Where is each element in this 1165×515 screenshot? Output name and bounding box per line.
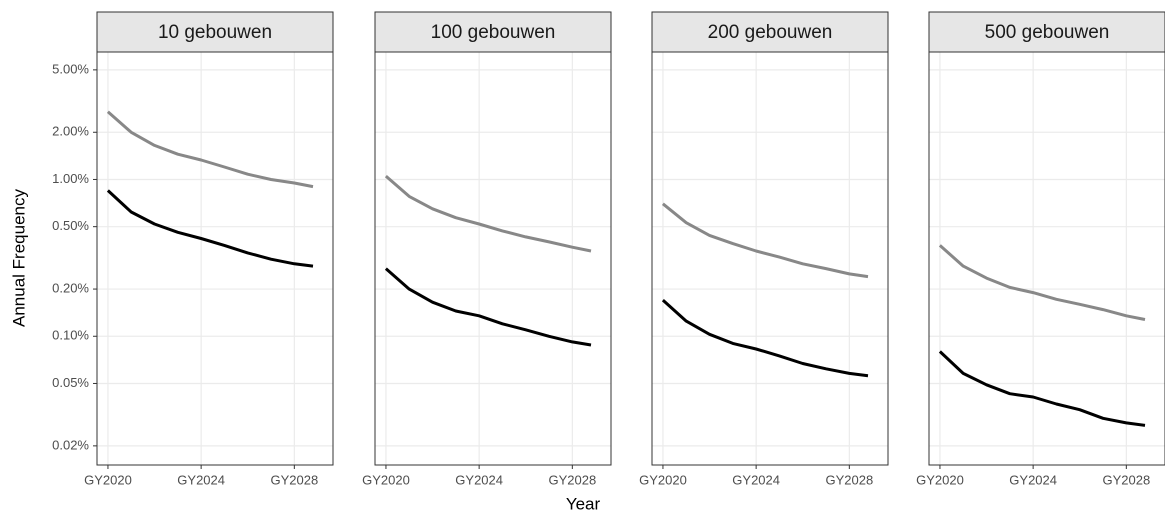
x-tick-label: GY2028 [548,472,596,487]
panel-border [651,51,889,466]
series-line [661,202,869,279]
y-tick-label: 1.00% [52,171,89,186]
plot-background [929,52,1165,465]
series-line [938,350,1146,427]
panel-title: 200 gebouwen [708,22,833,43]
panel-title: 10 gebouwen [158,22,272,43]
panel-border [928,51,1165,466]
y-tick-label: 0.20% [52,281,89,296]
x-tick-label: GY2024 [177,472,225,487]
x-tick-label: GY2024 [732,472,780,487]
series-line [661,298,869,378]
x-tick-label: GY2024 [1009,472,1057,487]
strip [96,11,334,53]
y-tick-label: 0.10% [52,328,89,343]
plot-background [652,52,888,465]
plot-background [97,52,333,465]
x-tick-label: GY2020 [362,472,410,487]
x-tick-label: GY2024 [455,472,503,487]
panel-border [374,51,612,466]
y-tick-label: 2.00% [52,124,89,139]
strip [374,11,612,53]
y-tick-label: 0.02% [52,437,89,452]
x-axis-title: Year [566,494,601,513]
series-line [384,267,592,347]
series-line [938,244,1146,321]
series-line [384,174,592,253]
plot-background [375,52,611,465]
y-axis-title: Annual Frequency [9,189,28,327]
series-line [106,110,314,189]
series-line [106,189,314,268]
panel-title: 500 gebouwen [985,22,1110,43]
y-tick-label: 0.05% [52,375,89,390]
panel-border [96,51,334,466]
x-tick-label: GY2020 [84,472,132,487]
strip [651,11,889,53]
x-tick-label: GY2028 [1102,472,1150,487]
panel-title: 100 gebouwen [431,22,556,43]
x-tick-label: GY2028 [270,472,318,487]
y-tick-label: 0.50% [52,218,89,233]
y-tick-label: 5.00% [52,61,89,76]
x-tick-label: GY2020 [639,472,687,487]
x-tick-label: GY2028 [825,472,873,487]
x-tick-label: GY2020 [916,472,964,487]
